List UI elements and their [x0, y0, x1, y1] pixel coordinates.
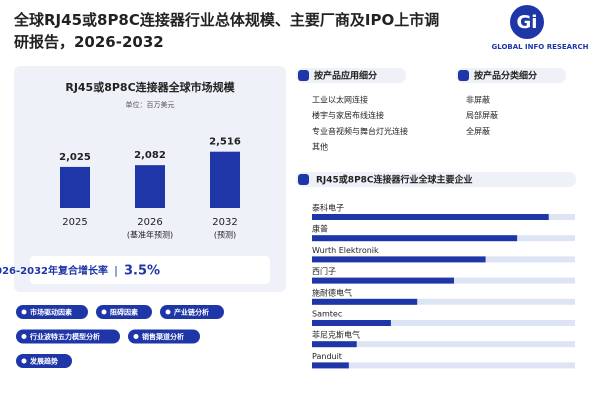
value-label: 2,025	[59, 152, 91, 163]
bar	[312, 320, 391, 326]
type-item: 非屏蔽	[466, 95, 490, 105]
tag-dot	[101, 309, 107, 315]
company-name: 泰科电子	[312, 203, 344, 213]
tag-dot	[165, 309, 171, 315]
bar	[312, 235, 518, 242]
cagr-value: 3.5%	[124, 264, 160, 279]
bar	[135, 165, 165, 208]
company-name: Panduit	[312, 352, 342, 361]
value-label: 2,082	[134, 150, 166, 161]
section-pill	[296, 172, 576, 187]
market-unit: 单位：百万美元	[126, 100, 175, 109]
value-label: 2,516	[209, 137, 241, 148]
x-sub-label: (预测)	[214, 230, 236, 240]
logo-text: GLOBAL INFO RESEARCH	[492, 43, 589, 51]
section-icon	[298, 70, 309, 81]
tag-dot	[21, 309, 27, 315]
type-item: 全屏蔽	[466, 126, 490, 136]
bar-track	[312, 320, 575, 326]
tag-button	[96, 305, 152, 319]
cagr-label: 2026-2032年复合增长率	[0, 264, 108, 277]
tag-label: 销售渠道分析	[141, 332, 184, 341]
company-name: 西门子	[312, 266, 336, 276]
cagr-sep: |	[114, 264, 118, 277]
application-item: 工业以太网连接	[312, 95, 368, 105]
bar	[312, 214, 549, 220]
bar-track	[312, 298, 575, 305]
companies-title: RJ45或8P8C连接器行业全球主要企业	[316, 174, 473, 186]
section-pill	[456, 68, 566, 83]
tag-button	[16, 329, 120, 344]
tag-label: 市场驱动因素	[30, 308, 72, 317]
bar	[312, 341, 357, 348]
section-icon	[458, 70, 469, 81]
tag-dot	[21, 334, 27, 339]
bar	[60, 166, 90, 208]
bar	[312, 256, 486, 263]
tag-button	[128, 329, 200, 344]
tag-dot	[21, 358, 27, 364]
bar-track	[312, 341, 575, 348]
x-tick-label: 2025	[62, 217, 87, 228]
bar-track	[312, 362, 575, 369]
logo-mark: Gi	[517, 12, 538, 33]
bar	[210, 151, 240, 208]
x-sub-label: (基准年预测)	[127, 230, 173, 240]
tag-label: 行业波特五力模型分析	[29, 332, 100, 341]
tag-button	[16, 354, 72, 368]
tag-button	[160, 305, 224, 319]
application-title: 按产品应用细分	[314, 70, 377, 82]
company-name: Wurth Elektronik	[312, 246, 379, 255]
type-item: 局部屏蔽	[466, 110, 498, 120]
application-item: 其他	[312, 142, 328, 152]
bar	[312, 298, 418, 305]
company-name: 康普	[312, 224, 328, 234]
bar	[312, 362, 349, 369]
bar	[312, 277, 455, 284]
tag-button	[16, 305, 88, 319]
market-title: RJ45或8P8C连接器全球市场规模	[65, 80, 235, 94]
tag-label: 发展趋势	[29, 357, 58, 366]
logo-mark-bg	[510, 5, 544, 39]
tag-dot	[133, 334, 139, 339]
type-title: 按产品分类细分	[474, 70, 537, 82]
company-name: Samtec	[312, 310, 342, 319]
cagr-box	[30, 256, 270, 284]
company-name: 施耐德电气	[312, 287, 352, 297]
section-icon	[298, 174, 309, 185]
tag-label: 阻碍因素	[110, 308, 138, 317]
page-title: 全球RJ45或8P8C连接器行业总体规模、主要厂商及IPO上市调研报告，2026…	[13, 11, 439, 51]
company-name: 菲尼克斯电气	[312, 330, 360, 340]
section-pill	[296, 68, 406, 83]
application-item: 楼宇与家居布线连接	[312, 110, 384, 120]
x-tick-label: 2032	[212, 217, 237, 228]
x-tick-label: 2026	[137, 217, 162, 228]
application-item: 专业音视频与舞台灯光连接	[312, 126, 408, 136]
tag-label: 产业链分析	[174, 308, 209, 317]
